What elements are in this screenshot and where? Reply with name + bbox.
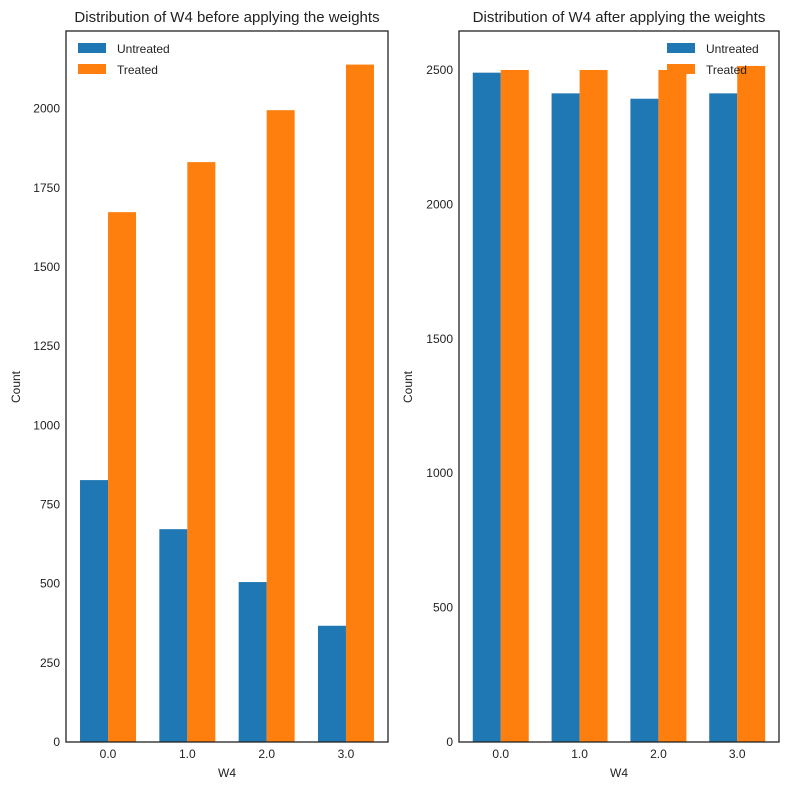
y-tick-labels: 0 250 500 750 1000 1250 1500 1750 2000 (33, 102, 60, 749)
legend-label-untreated: Untreated (117, 42, 170, 56)
chart-title: Distribution of W4 after applying the we… (473, 9, 766, 26)
y-tick-label: 1250 (33, 339, 60, 353)
legend-label-treated: Treated (117, 63, 158, 77)
y-tick-label: 250 (40, 656, 60, 670)
bar-untreated-2.0 (630, 98, 659, 743)
y-tick-label: 2000 (33, 102, 60, 116)
legend-swatch-treated (667, 64, 695, 74)
y-tick-label: 0 (53, 735, 60, 749)
x-axis-label: W4 (218, 766, 236, 780)
x-tick-label: 2.0 (258, 747, 275, 761)
x-tick-label: 0.0 (100, 747, 117, 761)
y-axis-label: Count (9, 370, 23, 403)
y-axis-label: Count (401, 370, 415, 403)
legend-swatch-treated (78, 64, 106, 74)
legend-swatch-untreated (667, 43, 695, 53)
x-tick-label: 1.0 (179, 747, 196, 761)
x-tick-label: 3.0 (338, 747, 355, 761)
legend: Untreated Treated (667, 42, 759, 77)
x-axis-label: W4 (610, 766, 628, 780)
y-tick-label: 0 (446, 735, 453, 749)
y-tick-label: 1750 (33, 181, 60, 195)
bar-group (80, 64, 374, 743)
y-tick-label: 500 (433, 601, 453, 615)
bar-group (472, 65, 766, 743)
y-tick-label: 1500 (33, 260, 60, 274)
x-tick-labels: 0.0 1.0 2.0 3.0 (492, 747, 745, 761)
bar-treated-0.0 (108, 212, 137, 742)
bar-treated-1.0 (579, 69, 608, 743)
axes-frame (458, 30, 780, 743)
chart-before-weights: Distribution of W4 before applying the w… (9, 9, 389, 780)
bar-untreated-3.0 (709, 93, 738, 743)
bar-untreated-3.0 (317, 625, 346, 742)
bar-treated-3.0 (737, 65, 766, 742)
y-tick-labels: 0 500 1000 1500 2000 2500 (426, 63, 453, 749)
y-tick-label: 1000 (33, 418, 60, 432)
axes-frame (65, 30, 389, 743)
bar-treated-2.0 (266, 110, 295, 743)
bar-untreated-1.0 (159, 529, 188, 742)
x-tick-label: 0.0 (492, 747, 509, 761)
y-tick-label: 750 (40, 497, 60, 511)
bar-treated-1.0 (187, 162, 216, 742)
legend-label-treated: Treated (706, 63, 747, 77)
bar-treated-3.0 (345, 64, 374, 742)
bar-treated-2.0 (658, 69, 687, 743)
bar-treated-0.0 (500, 69, 529, 743)
bar-untreated-0.0 (80, 480, 109, 742)
x-tick-label: 2.0 (650, 747, 667, 761)
y-tick-label: 2000 (426, 197, 453, 211)
y-tick-label: 500 (40, 577, 60, 591)
x-tick-labels: 0.0 1.0 2.0 3.0 (100, 747, 355, 761)
chart-title: Distribution of W4 before applying the w… (74, 9, 379, 26)
legend-swatch-untreated (78, 43, 106, 53)
bar-untreated-2.0 (238, 582, 267, 742)
bar-untreated-0.0 (472, 72, 501, 743)
y-tick-label: 1000 (426, 466, 453, 480)
legend-label-untreated: Untreated (706, 42, 759, 56)
chart-after-weights: Distribution of W4 after applying the we… (401, 9, 780, 780)
y-tick-label: 1500 (426, 332, 453, 346)
legend: Untreated Treated (78, 42, 170, 77)
bar-untreated-1.0 (551, 93, 580, 743)
x-tick-label: 1.0 (571, 747, 588, 761)
x-tick-label: 3.0 (729, 747, 746, 761)
y-tick-label: 2500 (426, 63, 453, 77)
